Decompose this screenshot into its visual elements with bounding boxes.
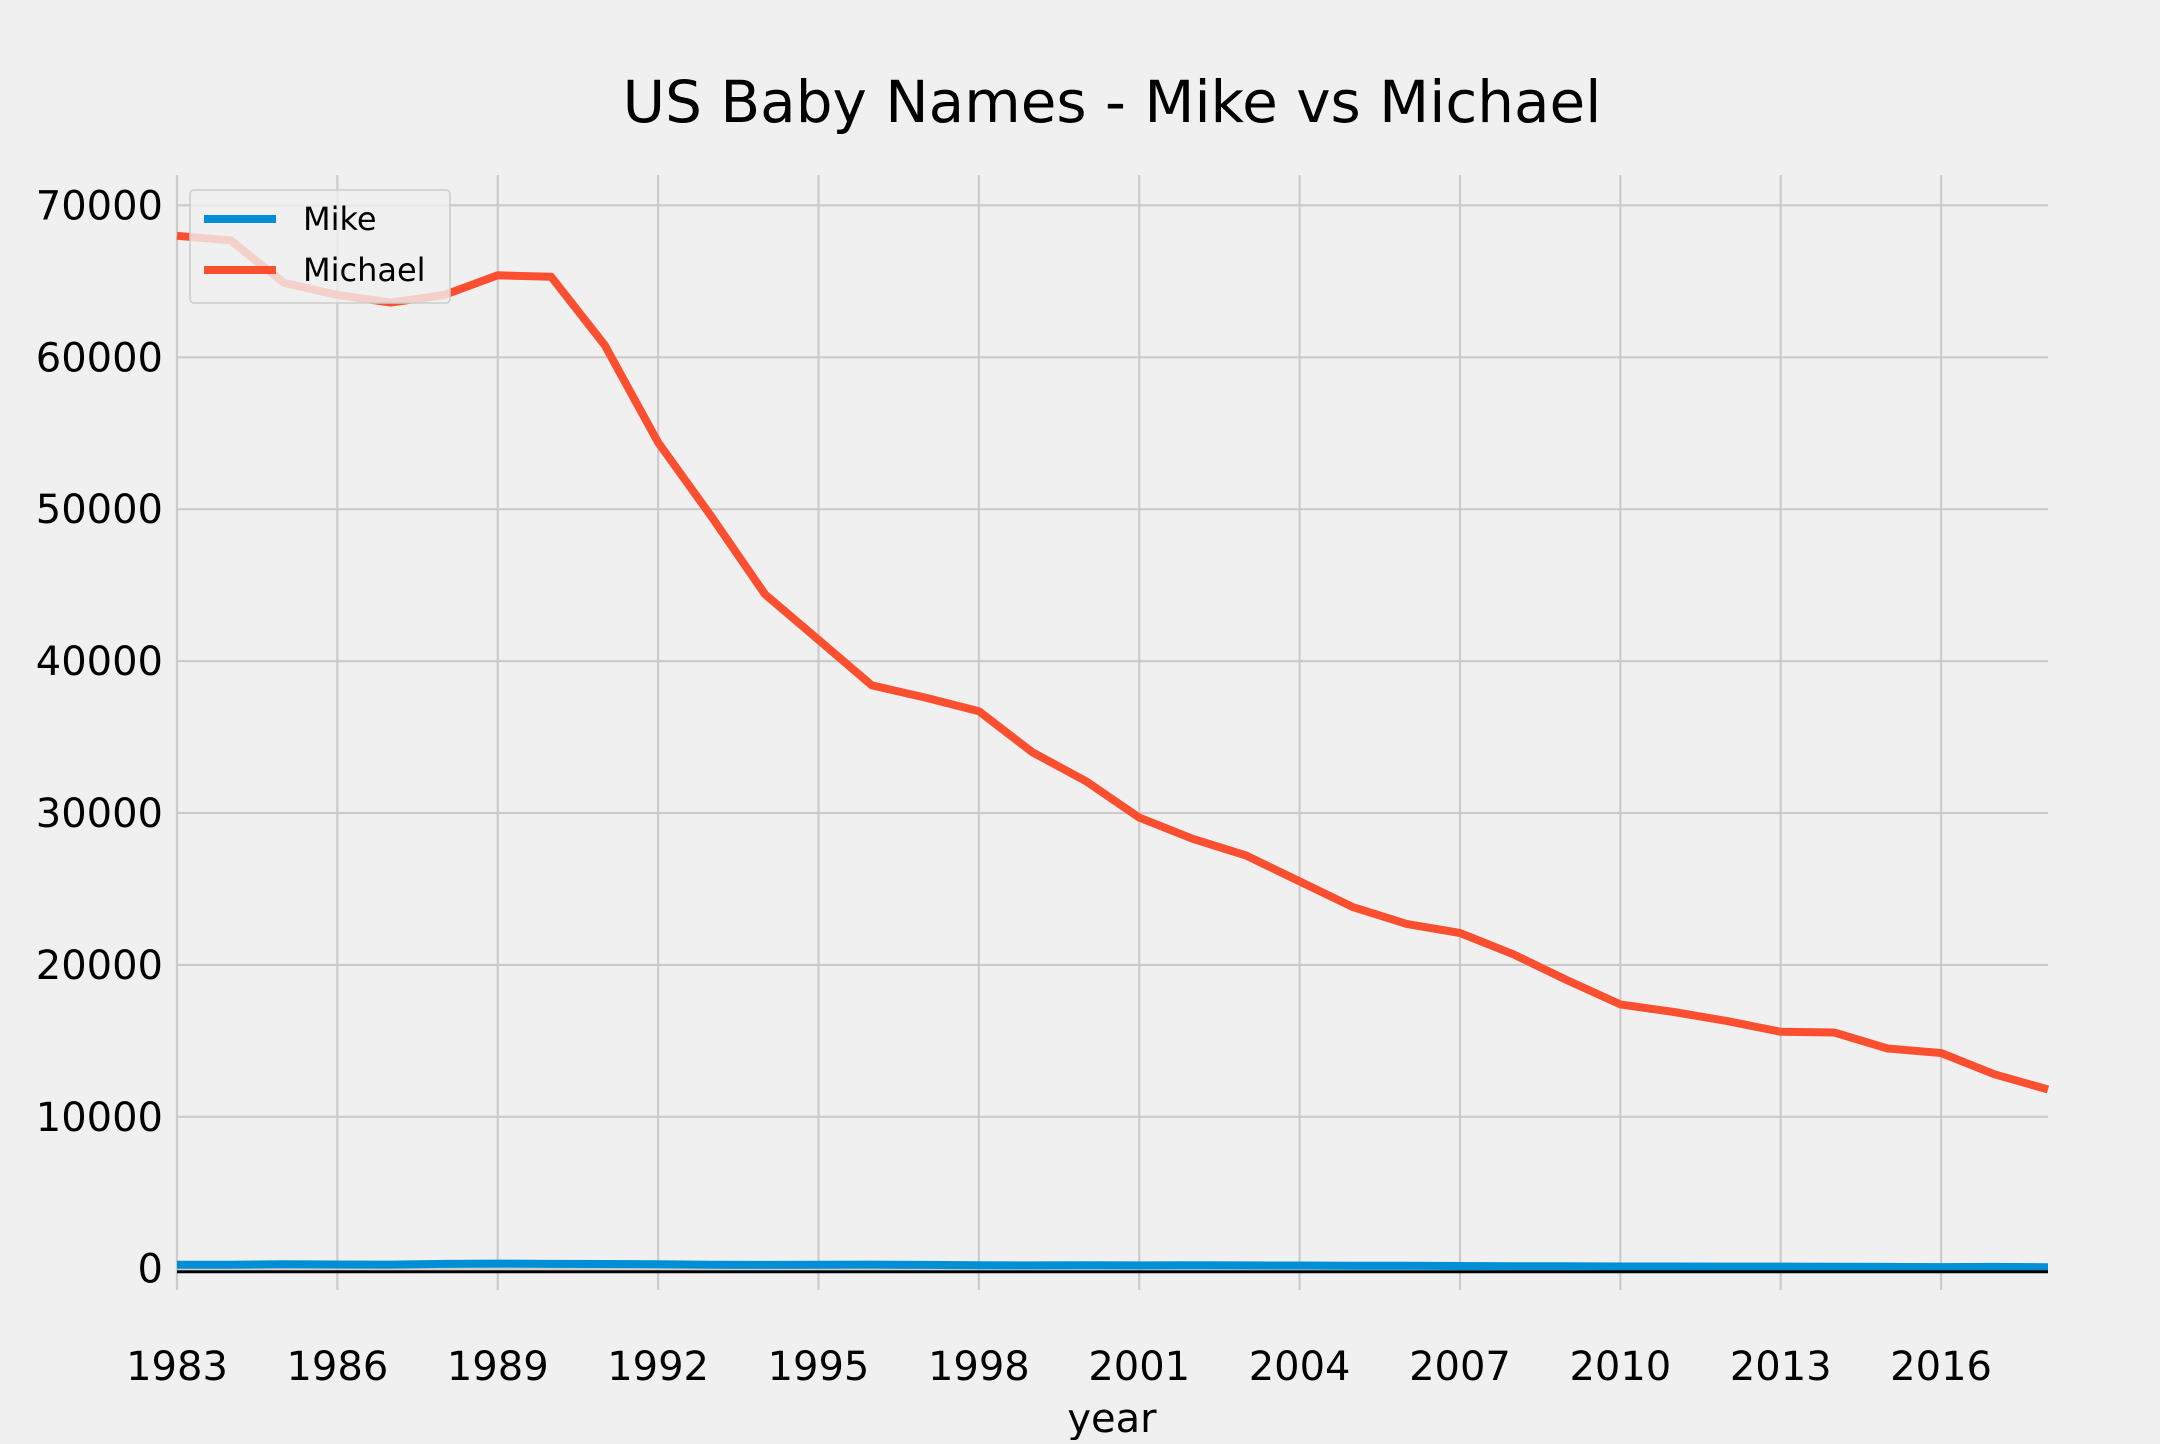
x-tick-label: 1998: [928, 1344, 1030, 1390]
x-axis-label: year: [1067, 1396, 1157, 1440]
x-tick-label: 2013: [1730, 1344, 1832, 1390]
series-lines: [176, 231, 2050, 1272]
y-tick-label: 0: [138, 1247, 163, 1293]
series-line-mike: [177, 1259, 2049, 1272]
series-line-michael: [176, 231, 2050, 1094]
y-tick-label: 30000: [36, 791, 163, 837]
x-tick-label: 2004: [1249, 1344, 1351, 1390]
legend-items: Mike Michael: [204, 200, 426, 289]
y-tick-label: 70000: [36, 183, 163, 229]
y-tick-label: 10000: [36, 1095, 163, 1141]
legend-label-mike: Mike: [303, 200, 377, 238]
x-tick-label: 1983: [126, 1344, 228, 1390]
x-tick-label: 2001: [1088, 1344, 1190, 1390]
x-tick-label: 1992: [607, 1344, 709, 1390]
x-tick-label: 1989: [447, 1344, 549, 1390]
y-tick-label: 40000: [36, 639, 163, 685]
x-tick-labels: 1983 1986 1989 1992 1995 1998 2001 2004 2007 2010…: [126, 1344, 1992, 1390]
chart-title: US Baby Names - Mike vs Michael: [623, 68, 1602, 136]
y-tick-label: 20000: [36, 943, 163, 989]
y-tick-label: 50000: [36, 487, 163, 533]
x-tick-label: 1995: [768, 1344, 870, 1390]
x-tick-label: 2010: [1569, 1344, 1671, 1390]
y-tick-labels: 0 10000 20000 30000 40000 50000 60000 70000: [36, 183, 163, 1292]
legend-label-michael: Michael: [303, 251, 426, 289]
x-tick-label: 2007: [1409, 1344, 1511, 1390]
x-tick-label: 1986: [286, 1344, 388, 1390]
y-tick-label: 60000: [36, 335, 163, 381]
legend: Mike Michael: [189, 189, 451, 304]
gridlines: [175, 175, 2048, 1290]
x-tick-label: 2016: [1890, 1344, 1992, 1390]
